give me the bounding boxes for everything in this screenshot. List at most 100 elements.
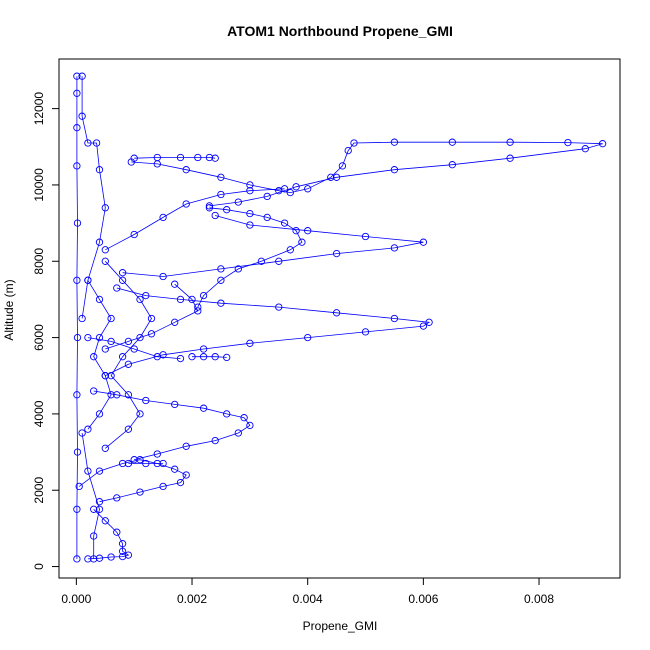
series-line [81,76,106,319]
data-point [211,353,219,361]
data-point [211,211,219,220]
data-point [234,429,242,437]
data-series [84,276,115,433]
data-point [280,219,289,227]
chart-title: ATOM1 Northbound Propene_GMI [227,23,453,39]
data-point [90,505,98,513]
y-tick-label: 6000 [32,324,46,351]
series-line [78,459,187,503]
data-point [298,238,306,246]
data-point [280,185,289,193]
x-tick-label: 0.000 [61,592,91,606]
data-point [142,291,150,300]
y-tick-label: 12000 [32,92,46,126]
data-point [234,265,242,273]
data-point [275,257,283,265]
data-point [73,72,81,80]
data-point [292,183,300,191]
data-point [118,547,127,555]
data-point [73,124,81,132]
data-point [390,314,399,323]
data-point [73,162,81,170]
data-point [107,553,115,561]
series-line [105,283,199,350]
data-series [127,138,607,210]
data-point [182,166,190,174]
x-axis: 0.000 0.002 0.004 0.006 0.008 [61,577,554,606]
data-point [205,153,214,162]
data-point [73,276,81,284]
data-point [95,295,104,304]
data-point [78,72,86,80]
data-point [113,284,121,292]
y-axis-label: Altitude (m) [2,279,16,340]
data-point [217,299,225,307]
data-point [73,219,82,227]
data-point [107,314,115,323]
data-point [419,322,428,330]
data-point [332,309,341,317]
data-point [84,333,92,342]
data-point [390,138,399,146]
data-point [194,307,202,315]
data-point [101,372,109,380]
data-point [84,276,92,284]
data-point [78,429,86,437]
data-point [176,153,185,162]
data-point [217,276,225,284]
data-point [598,140,607,148]
x-axis-label: Propene_GMI [303,619,378,633]
data-point [136,410,144,418]
series-line [122,215,424,277]
data-point [159,459,167,468]
data-point [101,444,109,452]
data-point [136,333,144,342]
data-point [171,280,179,288]
data-point [78,314,86,323]
data-point [75,482,83,491]
data-point [130,345,138,353]
data-point [95,554,104,562]
series-line [105,188,285,251]
data-point [90,555,98,563]
data-point [142,459,150,468]
data-series [78,429,104,563]
data-series [101,257,156,452]
data-point [95,467,104,475]
data-point [211,436,219,445]
series-line [131,141,603,207]
data-point [142,396,150,405]
data-point [84,425,92,433]
data-point [338,162,347,170]
data-point [205,204,214,212]
data-point [182,200,190,208]
data-point [171,465,179,473]
series-layer [73,72,607,563]
data-point [136,456,144,464]
data-point [223,353,231,362]
data-series [188,353,231,362]
data-point [107,391,115,399]
data-point [113,494,121,502]
data-point [327,173,335,181]
data-point [159,482,167,491]
data-point [153,353,161,361]
data-point [448,161,456,169]
data-series [118,211,428,281]
data-point [361,328,370,336]
data-point [223,410,231,418]
data-series [75,456,190,506]
data-point [194,153,202,162]
data-point [130,456,138,464]
data-point [95,410,104,418]
data-series [101,185,289,254]
data-point [73,89,81,97]
data-series [84,333,185,363]
data-series [130,153,219,162]
data-series [194,204,306,311]
data-point [176,295,185,304]
data-point [223,206,231,214]
data-point [73,448,82,456]
